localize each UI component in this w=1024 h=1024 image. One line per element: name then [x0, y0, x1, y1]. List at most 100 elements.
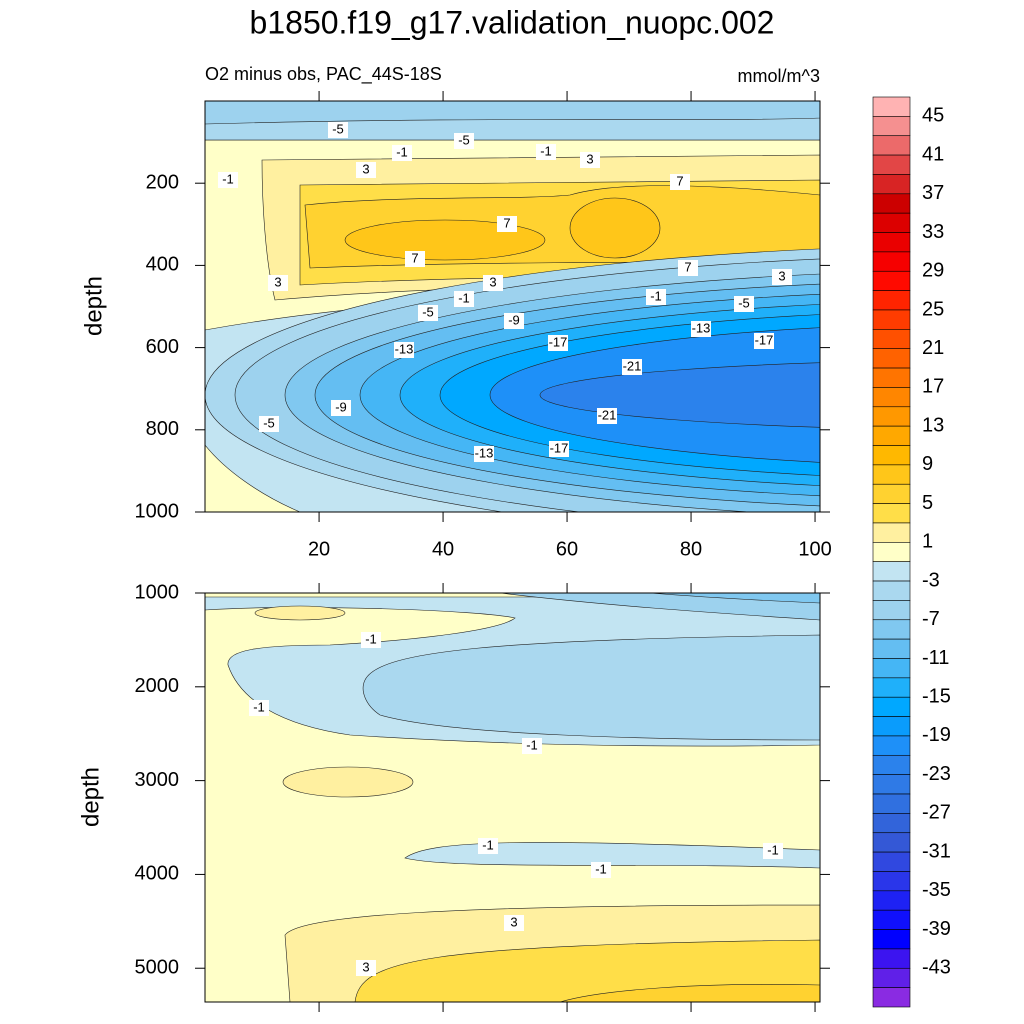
contour-label-bg — [268, 275, 288, 291]
contour-label-bg — [328, 122, 348, 138]
contour-label-bg — [478, 838, 498, 854]
y-tick-label: 1000 — [135, 581, 180, 603]
colorbar-label: 25 — [922, 298, 944, 320]
colorbar-box — [872, 348, 911, 369]
contour-label-bg — [522, 738, 542, 754]
y-tick-label: 5000 — [135, 957, 180, 979]
contour-label: -5 — [738, 295, 750, 310]
colorbar-box — [872, 561, 911, 582]
contour-label-bg — [361, 632, 381, 648]
contour-label: -1 — [526, 737, 538, 752]
contour-label: 7 — [411, 250, 418, 265]
y-axis-label: depth — [80, 276, 107, 336]
contour-label: 3 — [362, 161, 369, 176]
units: mmol/m^3 — [738, 66, 820, 86]
colorbar-label: -3 — [922, 569, 940, 591]
contour-label-bg — [678, 260, 698, 276]
colorbar-box — [872, 251, 911, 272]
contour-label-bg — [646, 289, 666, 305]
contour-label-bg — [536, 144, 556, 160]
contour-label-bg — [691, 321, 711, 337]
colorbar-box — [872, 174, 911, 195]
colorbar-box — [872, 212, 911, 233]
contour-label: 7 — [676, 173, 683, 188]
colorbar-box — [872, 967, 911, 988]
colorbar-box — [872, 716, 911, 737]
colorbar-box — [872, 96, 911, 117]
contour-label: -13 — [692, 320, 711, 335]
contour-label: -1 — [650, 288, 662, 303]
contour-label: -9 — [508, 312, 520, 327]
contour-label-bg — [394, 342, 414, 358]
contour-fill-bottom — [205, 593, 820, 1002]
colorbar-label: 1 — [922, 531, 933, 553]
x-tick-label: 60 — [556, 538, 578, 560]
contour-label: 3 — [274, 274, 281, 289]
colorbar-label: 33 — [922, 221, 944, 243]
colorbar-label: 9 — [922, 453, 933, 475]
contour-label: -1 — [540, 143, 552, 158]
contour-label: -1 — [365, 631, 377, 646]
colorbar-box — [872, 929, 911, 950]
contour-label: -9 — [335, 399, 347, 414]
contour-label-bg — [504, 313, 524, 329]
contour-label-bg — [259, 416, 279, 432]
colorbar-box — [872, 232, 911, 253]
colorbar-box — [872, 619, 911, 640]
contour-label-bg — [591, 862, 611, 878]
contour-label: -5 — [263, 415, 275, 430]
x-tick-label: 80 — [680, 538, 702, 560]
contour-label-bg — [249, 700, 269, 716]
contour-label-bg — [670, 174, 690, 190]
colorbar-box — [872, 425, 911, 446]
contour-label-bg — [331, 400, 351, 416]
colorbar-box — [872, 909, 911, 930]
colorbar-label: -39 — [922, 918, 951, 940]
contour-label: -17 — [755, 332, 774, 347]
contour-label: -5 — [458, 132, 470, 147]
colorbar-label: -43 — [922, 957, 951, 979]
colorbar-box — [872, 677, 911, 698]
contour-label: -1 — [767, 842, 779, 857]
colorbar-box — [872, 987, 911, 1008]
colorbar-label: -19 — [922, 724, 951, 746]
colorbar-box — [872, 948, 911, 969]
contour-label-bg — [622, 359, 642, 375]
contour-label-bg — [483, 275, 503, 291]
contour-label: 3 — [510, 914, 517, 929]
contour-label: -1 — [482, 837, 494, 852]
contour-label: -1 — [222, 171, 234, 186]
contour-label: -1 — [458, 290, 470, 305]
contour-label: 3 — [778, 268, 785, 283]
contour-label-bg — [597, 408, 617, 424]
contour-label: 3 — [586, 151, 593, 166]
colorbar-label: 37 — [922, 182, 944, 204]
contour-label-bg — [754, 333, 774, 349]
colorbar-box — [872, 387, 911, 408]
contour-label: -5 — [422, 304, 434, 319]
contour-label-bg — [497, 216, 517, 232]
y-tick-label: 4000 — [135, 863, 180, 885]
contour-label: -1 — [253, 699, 265, 714]
colorbar-label: -35 — [922, 879, 951, 901]
colorbar-label: 17 — [922, 376, 944, 398]
contour-label: -17 — [549, 334, 568, 349]
x-tick-label: 20 — [308, 538, 330, 560]
contour-label-bg — [772, 269, 792, 285]
colorbar-box — [872, 735, 911, 756]
colorbar-box — [872, 542, 911, 562]
y-tick-label: 3000 — [135, 769, 180, 791]
contour-label-bg — [356, 960, 376, 976]
colorbar-box — [872, 483, 911, 504]
colorbar-box — [872, 445, 911, 466]
colorbar-label: -23 — [922, 763, 951, 785]
colorbar-box — [872, 116, 911, 137]
contour-label-bg — [392, 145, 412, 161]
colorbar-box — [872, 871, 911, 892]
plot-frame — [204, 592, 821, 1003]
contour-label-bg — [504, 915, 524, 931]
colorbar-box — [872, 638, 911, 659]
chart-title: b1850.f19_g17.validation_nuopc.002 — [250, 4, 775, 40]
y-tick-label: 1000 — [135, 500, 180, 522]
